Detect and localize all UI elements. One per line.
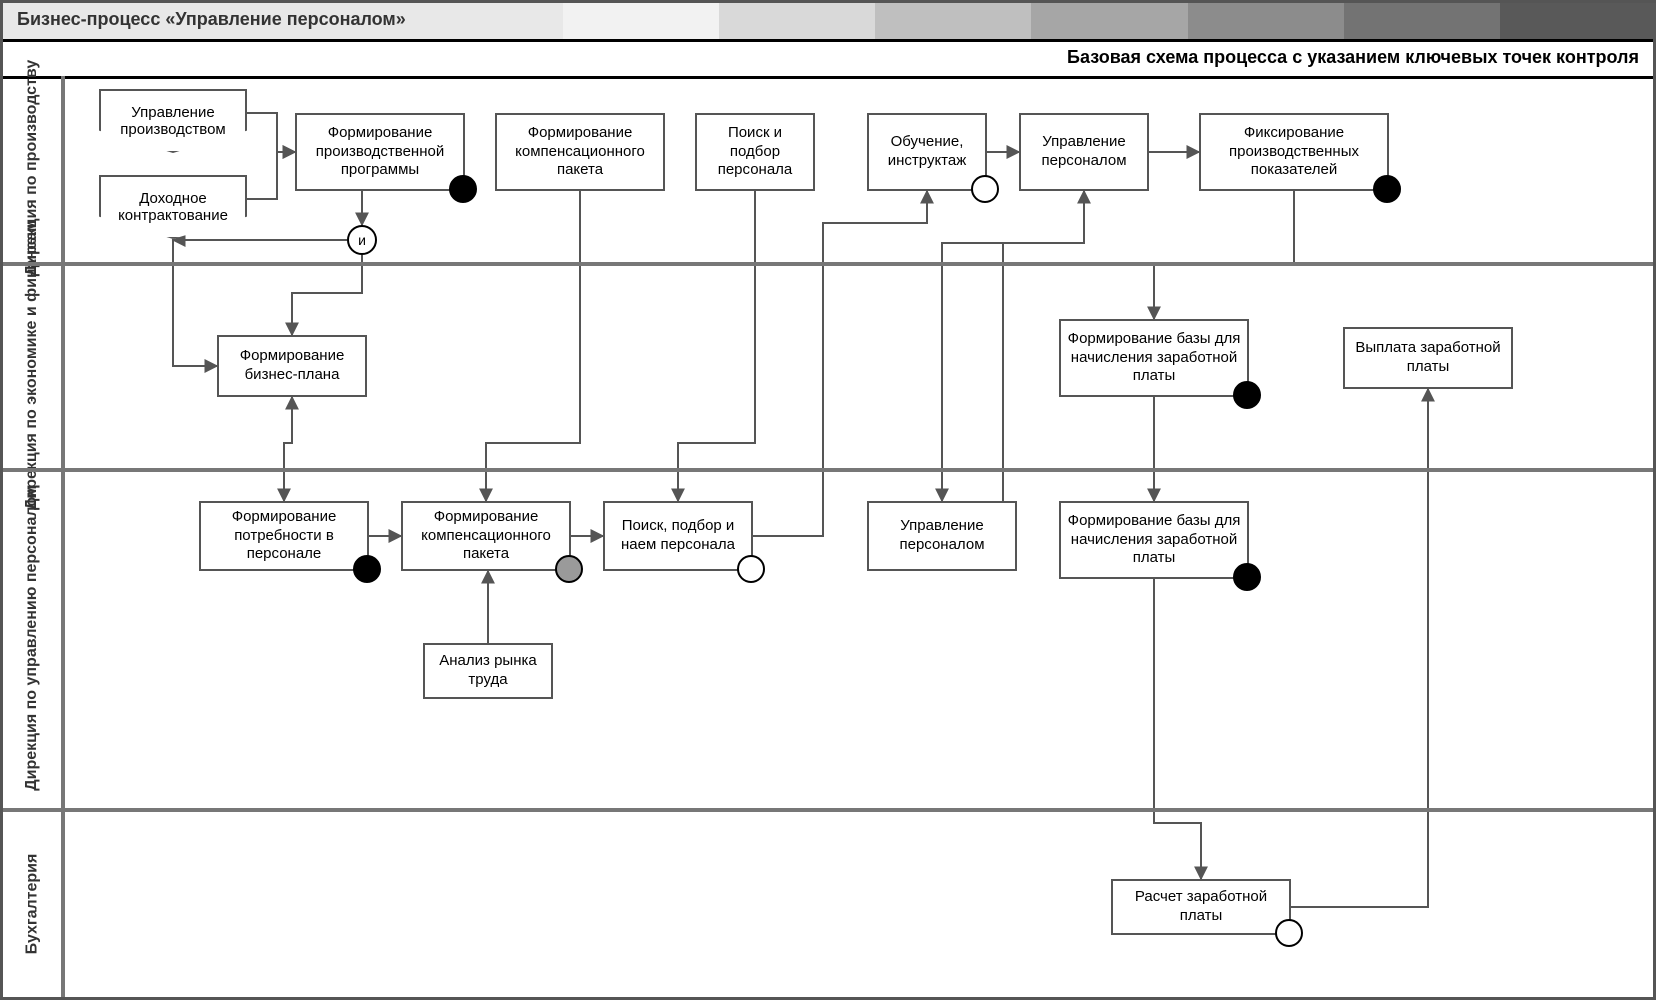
process-node: Формирование базы для начисления заработ… bbox=[1059, 501, 1249, 579]
process-node: Обучение, инструктаж bbox=[867, 113, 987, 191]
process-node: Формирование базы для начисления заработ… bbox=[1059, 319, 1249, 397]
lane-label: Дирекция по экономике и финансам bbox=[3, 264, 61, 466]
process-node: Управление персоналом bbox=[1019, 113, 1149, 191]
process-node: Анализ рынка труда bbox=[423, 643, 553, 699]
process-node: Расчет заработной платы bbox=[1111, 879, 1291, 935]
control-point bbox=[971, 175, 999, 203]
control-point bbox=[555, 555, 583, 583]
control-point bbox=[449, 175, 477, 203]
edge bbox=[247, 113, 295, 152]
control-point bbox=[353, 555, 381, 583]
lane-label-text: Бухгалтерия bbox=[23, 854, 41, 955]
diagram-canvas: Бизнес-процесс «Управление персоналом» Б… bbox=[0, 0, 1656, 1000]
process-node: Формирование потребности в персонале bbox=[199, 501, 369, 571]
edge bbox=[1154, 579, 1201, 879]
lane-label: Бухгалтерия bbox=[3, 810, 61, 998]
process-node: Фиксирование производственных показателе… bbox=[1199, 113, 1389, 191]
process-node: Поиск и подбор персонала bbox=[695, 113, 815, 191]
edge bbox=[1154, 191, 1294, 319]
process-node: Формирование бизнес-плана bbox=[217, 335, 367, 397]
edge bbox=[1291, 389, 1428, 907]
lane-label: Дирекция по управлению персоналом bbox=[3, 470, 61, 806]
control-point bbox=[737, 555, 765, 583]
edge bbox=[678, 191, 755, 501]
lane-separator bbox=[3, 468, 1653, 472]
process-node: Поиск, подбор и наем персонала bbox=[603, 501, 753, 571]
edge bbox=[753, 191, 927, 536]
lane-label-text: Дирекция по управлению персоналом bbox=[23, 485, 41, 791]
gateway: и bbox=[347, 225, 377, 255]
edge bbox=[173, 239, 217, 366]
control-point bbox=[1275, 919, 1303, 947]
process-node: Формирование производственной программы bbox=[295, 113, 465, 191]
lane-separator bbox=[3, 808, 1653, 812]
process-node: Управление персоналом bbox=[867, 501, 1017, 571]
process-node: Формирование компенсационного пакета bbox=[401, 501, 571, 571]
edge bbox=[247, 152, 295, 199]
edge bbox=[486, 191, 580, 501]
process-node: Выплата заработной платы bbox=[1343, 327, 1513, 389]
process-node: Формирование компенсационного пакета bbox=[495, 113, 665, 191]
control-point bbox=[1373, 175, 1401, 203]
control-point bbox=[1233, 381, 1261, 409]
edge bbox=[292, 255, 362, 335]
lane-separator bbox=[3, 262, 1653, 266]
edge bbox=[284, 397, 292, 501]
control-point bbox=[1233, 563, 1261, 591]
edge bbox=[284, 397, 292, 501]
